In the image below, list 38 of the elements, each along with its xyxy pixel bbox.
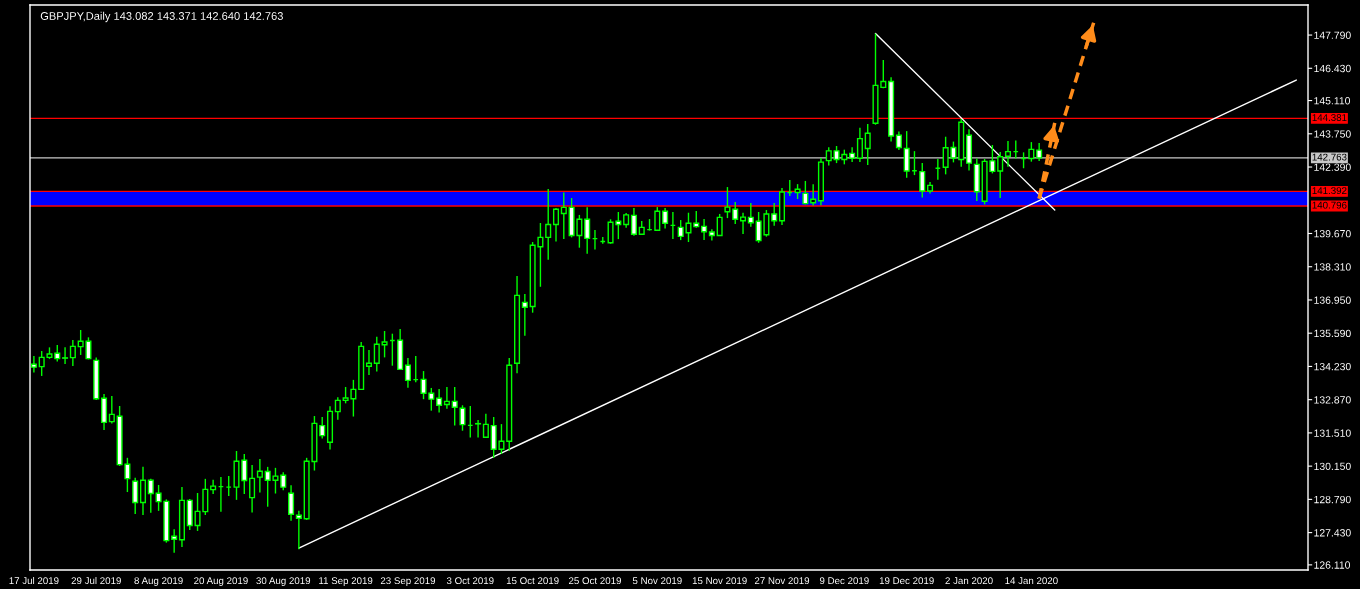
y-tick-label: 126.110 <box>1314 561 1351 569</box>
x-tick-label: 20 Aug 2019 <box>194 577 248 587</box>
x-tick-label: 3 Oct 2019 <box>446 577 494 585</box>
x-tick-label: 9 Dec 2019 <box>819 577 869 585</box>
y-tick-label: 127.430 <box>1314 529 1351 537</box>
x-tick-label: 2 Jan 2020 <box>945 577 993 585</box>
x-tick-label: 15 Oct 2019 <box>506 577 559 585</box>
ref-line-label: 144.381 <box>1312 114 1347 121</box>
ref-line-label: 141.392 <box>1312 187 1347 195</box>
x-tick-label: 29 Jul 2019 <box>71 576 121 585</box>
y-tick-label: 143.750 <box>1314 130 1351 138</box>
x-tick-label: 11 Sep 2019 <box>319 577 373 587</box>
y-tick-label: 131.510 <box>1314 429 1351 437</box>
y-tick-label: 142.390 <box>1314 163 1351 171</box>
y-tick-label: 138.310 <box>1314 263 1351 271</box>
x-tick-label: 30 Aug 2019 <box>256 577 311 587</box>
x-tick-label: 14 Jan 2020 <box>1005 577 1058 585</box>
y-tick-label: 145.110 <box>1314 97 1351 105</box>
y-tick-label: 147.790 <box>1314 31 1351 39</box>
y-tick-label: 146.430 <box>1314 64 1351 73</box>
x-tick-label: 19 Dec 2019 <box>879 577 934 585</box>
x-tick-label: 23 Sep 2019 <box>380 577 436 587</box>
y-tick-label: 136.950 <box>1314 296 1351 304</box>
x-tick-label: 27 Nov 2019 <box>754 577 810 585</box>
y-tick-label: 132.870 <box>1314 396 1351 404</box>
text: GBPJPY,Daily 143.082 143.371 142.640 142.763 <box>40 11 283 23</box>
y-tick-label: 134.230 <box>1314 362 1351 371</box>
y-tick-label: 128.790 <box>1314 495 1351 504</box>
x-tick-label: 8 Aug 2019 <box>134 577 183 587</box>
ref-line-label: 140.796 <box>1312 201 1347 209</box>
y-tick-label: 139.670 <box>1314 229 1351 238</box>
y-tick-label: 135.590 <box>1314 329 1351 338</box>
x-tick-label: 5 Nov 2019 <box>632 577 682 585</box>
ref-line-label: 142.763 <box>1312 153 1347 161</box>
x-tick-label: 15 Nov 2019 <box>692 577 747 585</box>
y-tick-label: 130.150 <box>1314 462 1351 471</box>
x-tick-label: 25 Oct 2019 <box>568 577 621 585</box>
x-tick-label: 17 Jul 2019 <box>9 576 59 585</box>
